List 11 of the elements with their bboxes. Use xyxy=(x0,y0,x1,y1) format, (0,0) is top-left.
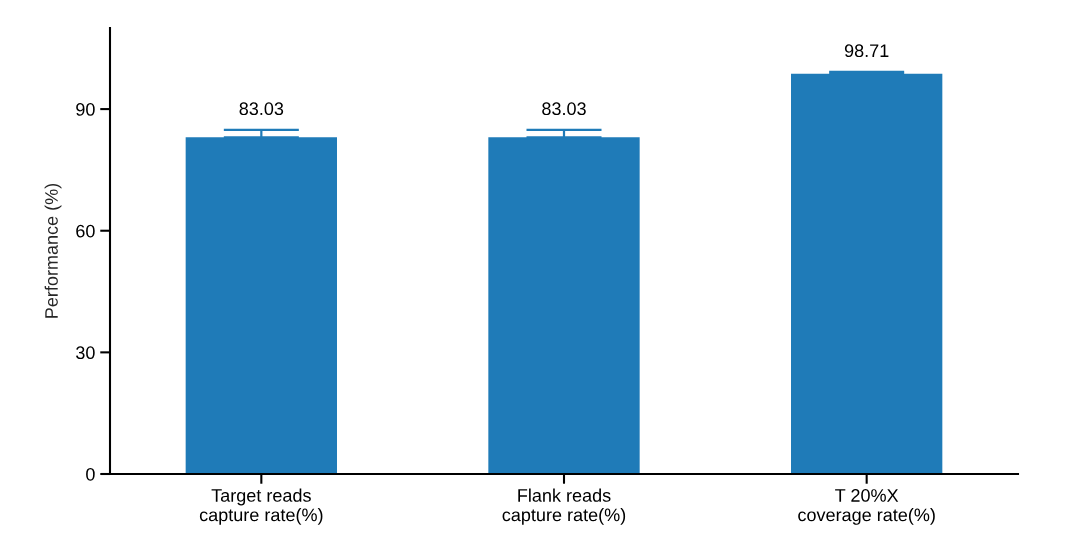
y-tick-label: 60 xyxy=(76,224,95,238)
data-label: 83.03 xyxy=(239,102,284,116)
y-tick-label: 0 xyxy=(86,467,95,481)
x-tick-label: Flank reads capture rate(%) xyxy=(502,488,626,525)
x-tick-label: T 20%X coverage rate(%) xyxy=(798,489,935,525)
x-tick-label: Target reads capture rate(%) xyxy=(199,488,323,525)
y-axis-title: Performance (%) xyxy=(44,183,62,318)
y-tick-label: 30 xyxy=(76,346,95,360)
data-label: 98.71 xyxy=(844,44,889,58)
y-tick-label: 90 xyxy=(76,103,95,116)
data-label: 83.03 xyxy=(542,102,586,116)
